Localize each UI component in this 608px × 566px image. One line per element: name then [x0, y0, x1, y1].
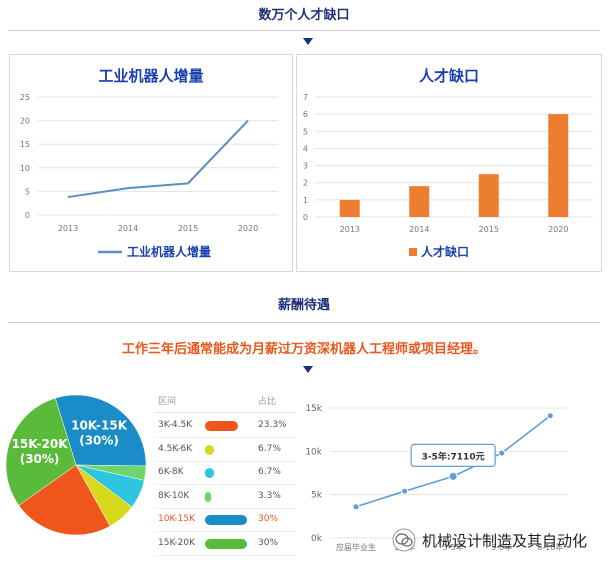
y-tick-label: 5 [25, 187, 30, 196]
robot-growth-chart-panel: 工业机器人增量 0 5 10 15 20 25 2013 2014 2015 2020 工业机器人增量 [9, 54, 293, 272]
watermark: 机械设计制造及其自动化 [392, 527, 604, 553]
table-row-percent: 23.3% [258, 420, 287, 430]
y-tick-label: 0 [25, 211, 30, 220]
y-tick-label: 0 [303, 213, 308, 222]
tooltip-box [410, 443, 496, 467]
x-tick-label: 2014 [409, 225, 429, 234]
pie-slice [55, 394, 147, 467]
divider [155, 460, 295, 462]
salary-distribution-table: 区间 占比 3K-4.5K 23.3% 4.5K-6K 6.7% 6K-8K 6.7% 8K-1… [155, 390, 295, 560]
x-tick-label: 2015 [178, 224, 198, 233]
x-tick-label: 2013 [340, 225, 360, 234]
table-row-label: 4.5K-6K [158, 443, 193, 454]
y-tick-label: 4 [303, 144, 308, 153]
salary-subtitle: 工作三年后通常能成为月薪过万资深机器人工程师或项目经理。 [121, 342, 486, 357]
slice-label: 10K-15K [71, 419, 128, 433]
table-row-percent: 30% [258, 514, 279, 524]
chart-title: 工业机器人增量 [98, 67, 203, 85]
table-row-percent: 6.7% [258, 443, 281, 454]
legend-label: 人才缺口 [421, 244, 469, 259]
table-row-bar [205, 444, 215, 455]
y-tick-label: 25 [20, 93, 30, 102]
talent-gap-chart-panel: 人才缺口 0 1 2 3 4 5 6 7 2013 2014 2015 2020 人才缺口 [296, 54, 602, 272]
divider [155, 437, 295, 438]
section-title-talent-gap: 数万个人才缺口 [258, 8, 350, 23]
x-tick-label: 2015 [479, 225, 499, 234]
x-tick-label: 2020 [238, 224, 258, 233]
chart-title: 人才缺口 [419, 67, 479, 85]
table-row-bar [205, 468, 215, 478]
y-tick-label: 10 [20, 164, 30, 173]
bar [409, 186, 430, 217]
x-tick-label: 2014 [118, 224, 138, 233]
table-row-percent: 3.3% [258, 490, 281, 501]
divider [155, 507, 295, 509]
section-title-salary: 薪酬待遇 [277, 298, 330, 313]
watermark-text: 机械设计制造及其自动化 [422, 532, 588, 550]
data-point [498, 449, 506, 457]
x-tick-label: 3-5年 [443, 542, 464, 552]
y-tick-label: 1 [303, 196, 308, 205]
data-point [546, 412, 554, 420]
divider [155, 554, 295, 556]
bar [548, 114, 569, 217]
x-tick-label: 2020 [548, 225, 568, 234]
tooltip-text: 3-5年:7110元 [422, 450, 485, 462]
bar [339, 199, 360, 217]
pie-slice [5, 397, 77, 506]
slice-label: 15K-20K [12, 437, 69, 451]
divider [8, 30, 600, 31]
data-point [401, 487, 409, 495]
divider [155, 531, 295, 532]
legend-label: 工业机器人增量 [127, 244, 211, 259]
bar [478, 174, 499, 217]
y-tick-label: 15 [20, 140, 30, 149]
table-header: 占比 [258, 397, 277, 407]
divider [8, 322, 600, 323]
y-tick-label: 20 [20, 117, 30, 126]
table-row-bar [205, 515, 247, 525]
x-tick-label: 应届毕业生 [336, 542, 376, 552]
down-arrow-icon [303, 38, 313, 45]
y-tick-label: 5k [311, 491, 323, 501]
table-row-label: 10K-15K [158, 514, 196, 524]
divider [155, 484, 295, 485]
data-point [352, 503, 360, 511]
pie-slice [18, 464, 111, 536]
x-tick-label: 2013 [58, 224, 78, 233]
table-header: 区间 [158, 397, 177, 407]
slice-label: (30%) [79, 434, 119, 448]
y-tick-label: 5 [303, 127, 308, 136]
divider [155, 412, 295, 413]
salary-pie-chart: 10K-15K(30%)15K-20K(30%) [5, 394, 147, 536]
legend-swatch [409, 248, 417, 256]
salary-experience-line-chart: 0k5k10k15k应届毕业生1-3年3-5年5-8年8-10年3-5年:711… [305, 404, 568, 552]
series-line [67, 119, 249, 199]
y-tick-label: 0k [311, 534, 323, 544]
x-tick-label: 8-10年 [537, 542, 563, 552]
y-tick-label: 7 [303, 93, 308, 102]
table-row-label: 3K-4.5K [158, 420, 193, 430]
table-row-percent: 6.7% [258, 467, 281, 477]
wechat-icon [392, 528, 416, 552]
y-tick-label: 6 [303, 110, 308, 119]
table-row-label: 8K-10K [158, 490, 190, 501]
table-row-bar [205, 491, 211, 502]
x-tick-label: 5-8年 [491, 542, 512, 552]
slice-label: (30%) [20, 452, 60, 466]
talent-gap-bar-chart: 人才缺口 0 1 2 3 4 5 6 7 2013 2014 2015 2020 人才缺口 [303, 67, 593, 259]
y-tick-label: 3 [303, 162, 308, 171]
table-row-label: 6K-8K [158, 467, 184, 477]
robot-growth-line-chart: 工业机器人增量 0 5 10 15 20 25 2013 2014 2015 2020 工业机器人增量 [20, 67, 278, 259]
table-row-bar [205, 421, 238, 431]
data-point [448, 471, 458, 481]
y-tick-label: 15k [305, 404, 322, 414]
down-arrow-icon [303, 366, 313, 373]
table-row-percent: 30% [258, 537, 279, 548]
table-row-bar [205, 538, 247, 549]
table-row-label: 15K-20K [158, 537, 196, 548]
y-tick-label: 10k [305, 447, 322, 457]
y-tick-label: 2 [303, 179, 308, 188]
